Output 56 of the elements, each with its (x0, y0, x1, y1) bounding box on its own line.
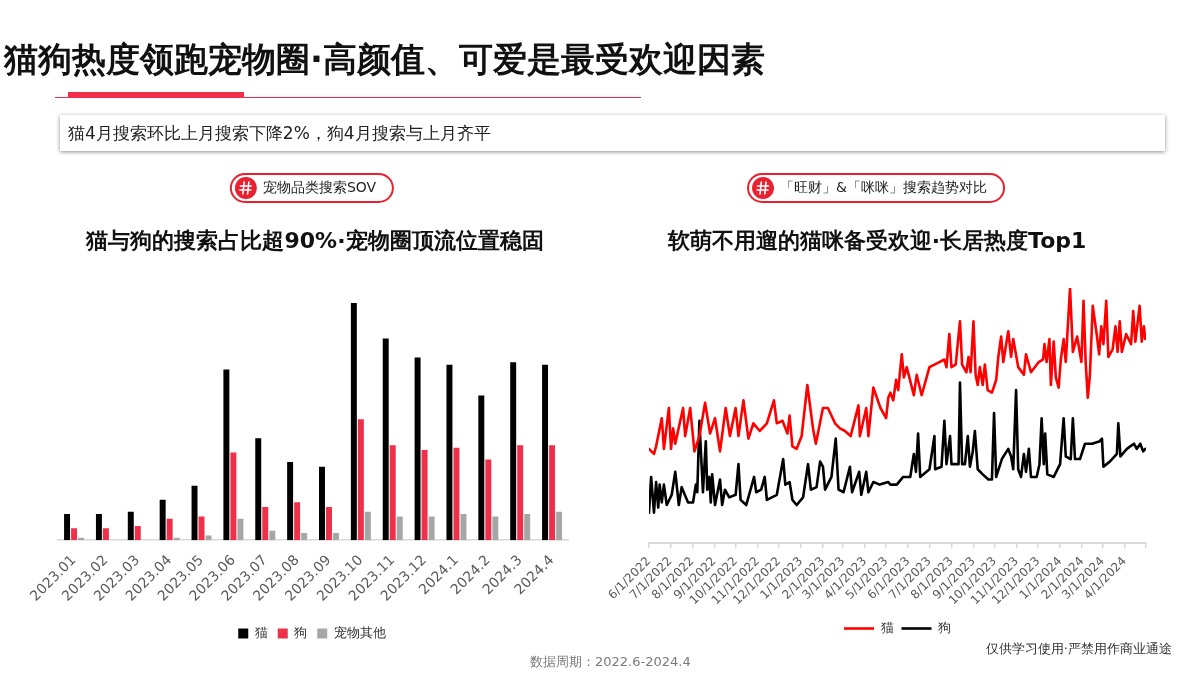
text: 猫狗热度领跑宠物圈·高颜值、可爱是最受欢迎因素 (4, 38, 765, 80)
text: 猫4月搜索环比上月搜索下降2%，狗4月搜索与上月齐平 (60, 115, 1165, 151)
bar (237, 518, 244, 541)
chart-title: 宠物品类搜索SOV (262, 179, 377, 197)
bar (102, 528, 109, 541)
bar (333, 533, 339, 541)
bar (326, 506, 332, 541)
bar (492, 516, 499, 541)
legend-label: 狗 (938, 619, 951, 635)
bar (198, 516, 205, 541)
text: 数据周期：2022.6-2024.4 (530, 653, 691, 671)
bar (485, 459, 492, 541)
bar (517, 445, 524, 541)
bar (223, 369, 230, 541)
bar (159, 499, 166, 541)
bar (382, 338, 389, 541)
bar (95, 514, 102, 541)
chart-subtitle: 软萌不用遛的猫咪备受欢迎·长居热度Top1 (667, 227, 1087, 255)
bar (389, 445, 396, 541)
bar (478, 395, 485, 541)
bar (255, 438, 262, 541)
bar (357, 419, 364, 541)
bar (64, 514, 71, 541)
bar (453, 447, 460, 541)
bar (421, 450, 428, 541)
legend-label: 宠物其他 (333, 624, 386, 640)
legend-label: 猫 (254, 624, 268, 640)
bar (287, 461, 294, 541)
bar (524, 514, 531, 541)
chart-title: 「旺财」&「咪咪」搜索趋势对比 (780, 179, 987, 197)
bar (446, 364, 453, 541)
legend-label: 狗 (294, 624, 308, 640)
bar (319, 466, 325, 541)
bar (262, 506, 269, 541)
bar (71, 528, 78, 541)
bar (428, 516, 435, 541)
bar (460, 514, 467, 541)
bar (414, 357, 421, 541)
bar (396, 516, 403, 541)
legend-label: 猫 (880, 619, 894, 635)
bar (350, 303, 357, 541)
bar (166, 518, 173, 541)
bar (364, 511, 371, 541)
bar (510, 362, 517, 541)
bar (269, 530, 276, 541)
bar (127, 511, 134, 541)
bar (542, 364, 549, 541)
chart-subtitle: 猫与狗的搜索占比超90%·宠物圈顶流位置稳固 (86, 227, 544, 255)
bar (205, 535, 212, 541)
bar (301, 533, 308, 541)
bar (294, 502, 301, 541)
bar (134, 525, 141, 541)
bar (549, 445, 556, 541)
text: 仅供学习使用·严禁用作商业通途 (985, 640, 1172, 658)
bar (556, 511, 563, 541)
bar (230, 452, 237, 541)
